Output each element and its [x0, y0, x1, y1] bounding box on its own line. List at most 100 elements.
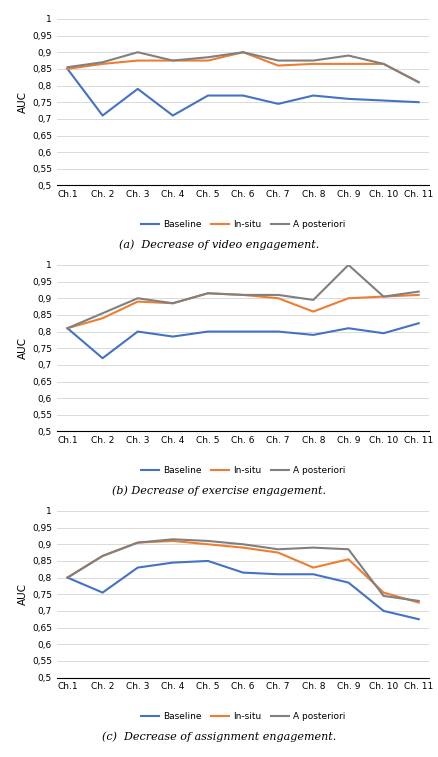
A posteriori	[65, 63, 70, 72]
Baseline	[135, 327, 140, 336]
A posteriori	[135, 48, 140, 57]
A posteriori	[416, 597, 421, 606]
In-situ	[65, 324, 70, 333]
In-situ	[170, 537, 176, 546]
Baseline	[135, 84, 140, 93]
Baseline	[416, 615, 421, 624]
Y-axis label: AUC: AUC	[18, 583, 28, 606]
In-situ	[276, 548, 281, 557]
A posteriori	[346, 260, 351, 269]
A posteriori	[100, 551, 105, 560]
In-situ	[416, 78, 421, 87]
Baseline	[381, 606, 386, 615]
Baseline	[276, 327, 281, 336]
Baseline	[170, 558, 176, 567]
Baseline	[170, 332, 176, 341]
Baseline	[276, 570, 281, 579]
A posteriori	[276, 545, 281, 554]
Y-axis label: AUC: AUC	[18, 337, 28, 360]
A posteriori	[65, 324, 70, 333]
Baseline	[100, 354, 105, 363]
Baseline	[240, 91, 246, 100]
In-situ	[240, 543, 246, 552]
Line: Baseline: Baseline	[67, 323, 419, 358]
A posteriori	[416, 78, 421, 87]
In-situ	[135, 297, 140, 306]
In-situ	[416, 598, 421, 607]
A posteriori	[276, 56, 281, 65]
Legend: Baseline, In-situ, A posteriori: Baseline, In-situ, A posteriori	[137, 709, 349, 724]
A posteriori	[346, 545, 351, 554]
Baseline	[311, 330, 316, 339]
A posteriori	[311, 543, 316, 552]
A posteriori	[276, 291, 281, 300]
In-situ	[346, 294, 351, 303]
Text: (b) Decrease of exercise engagement.: (b) Decrease of exercise engagement.	[112, 485, 326, 496]
In-situ	[381, 292, 386, 301]
Baseline	[205, 556, 211, 565]
Baseline	[170, 111, 176, 120]
Baseline	[65, 324, 70, 333]
Baseline	[311, 570, 316, 579]
Line: A posteriori: A posteriori	[67, 265, 419, 329]
Line: In-situ: In-situ	[67, 293, 419, 329]
A posteriori	[416, 287, 421, 296]
Baseline	[311, 91, 316, 100]
A posteriori	[205, 53, 211, 62]
In-situ	[311, 563, 316, 572]
A posteriori	[65, 573, 70, 582]
A posteriori	[311, 295, 316, 304]
Baseline	[240, 568, 246, 577]
In-situ	[65, 64, 70, 73]
In-situ	[100, 551, 105, 560]
Baseline	[135, 563, 140, 572]
In-situ	[240, 291, 246, 300]
Baseline	[381, 329, 386, 338]
In-situ	[100, 59, 105, 68]
In-situ	[381, 59, 386, 68]
Baseline	[346, 95, 351, 104]
Baseline	[100, 588, 105, 597]
In-situ	[240, 48, 246, 57]
A posteriori	[346, 51, 351, 60]
In-situ	[346, 59, 351, 68]
Text: (c)  Decrease of assignment engagement.: (c) Decrease of assignment engagement.	[102, 731, 336, 742]
In-situ	[276, 61, 281, 70]
Line: In-situ: In-situ	[67, 541, 419, 603]
A posteriori	[100, 309, 105, 318]
Text: (a)  Decrease of video engagement.: (a) Decrease of video engagement.	[119, 239, 319, 250]
Baseline	[65, 573, 70, 582]
A posteriori	[311, 56, 316, 65]
A posteriori	[240, 540, 246, 549]
In-situ	[170, 56, 176, 65]
A posteriori	[381, 59, 386, 68]
Baseline	[346, 578, 351, 587]
In-situ	[205, 540, 211, 549]
Line: In-situ: In-situ	[67, 52, 419, 83]
In-situ	[381, 588, 386, 597]
In-situ	[311, 59, 316, 68]
In-situ	[346, 555, 351, 564]
In-situ	[311, 307, 316, 316]
Baseline	[416, 98, 421, 107]
A posteriori	[240, 291, 246, 300]
Line: Baseline: Baseline	[67, 561, 419, 619]
Baseline	[205, 91, 211, 100]
A posteriori	[170, 56, 176, 65]
Line: A posteriori: A posteriori	[67, 539, 419, 601]
In-situ	[276, 294, 281, 303]
Baseline	[240, 327, 246, 336]
In-situ	[100, 313, 105, 322]
In-situ	[135, 538, 140, 547]
A posteriori	[381, 591, 386, 600]
Legend: Baseline, In-situ, A posteriori: Baseline, In-situ, A posteriori	[137, 463, 349, 478]
In-situ	[205, 56, 211, 65]
In-situ	[170, 299, 176, 308]
A posteriori	[135, 538, 140, 547]
Baseline	[346, 324, 351, 333]
Baseline	[65, 64, 70, 73]
Line: Baseline: Baseline	[67, 69, 419, 116]
A posteriori	[170, 299, 176, 308]
A posteriori	[205, 288, 211, 298]
A posteriori	[381, 292, 386, 301]
